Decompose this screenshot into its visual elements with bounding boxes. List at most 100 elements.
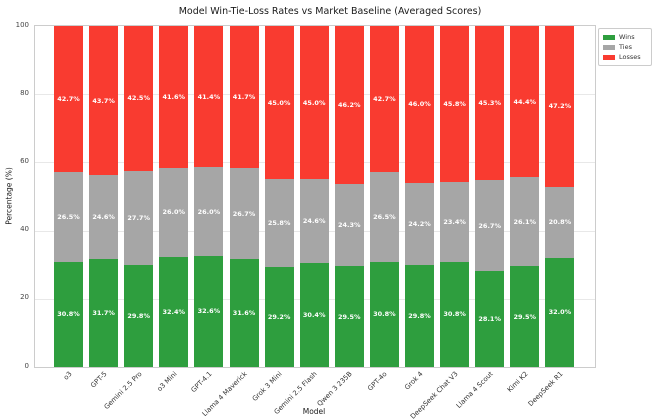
legend-swatch-icon xyxy=(603,54,615,60)
bar-label: 26.5% xyxy=(57,212,80,221)
y-tick-label: 40 xyxy=(20,225,29,234)
bar-segment-wins: 30.8% xyxy=(54,261,83,367)
bar-segment-wins: 32.4% xyxy=(159,256,189,367)
bar-label: 26.7% xyxy=(478,221,501,230)
bar-segment-ties: 24.6% xyxy=(89,175,119,259)
x-axis-title: Model xyxy=(302,407,326,416)
bar-label: 29.8% xyxy=(127,312,150,321)
bar-segment-ties: 24.6% xyxy=(299,179,329,264)
bar-label: 45.8% xyxy=(443,100,466,109)
bar-segment-wins: 30.8% xyxy=(369,261,399,367)
bar-segment-losses: 45.0% xyxy=(264,26,294,180)
bar-segment-losses: 41.6% xyxy=(159,26,189,168)
bar-label: 26.0% xyxy=(162,208,186,217)
bar-label: 30.8% xyxy=(443,310,466,319)
bar-segment-wins: 32.0% xyxy=(545,257,575,367)
bar-segment-losses: 46.2% xyxy=(334,26,364,184)
bar-label: 26.7% xyxy=(232,209,256,218)
bar-segment-ties: 26.7% xyxy=(229,168,259,260)
bar-segment-losses: 47.2% xyxy=(545,26,575,187)
bar-segment-losses: 41.7% xyxy=(229,26,259,169)
y-axis-title: Percentage (%) xyxy=(4,167,14,225)
legend-label: Wins xyxy=(619,33,635,41)
bar-segment-wins: 28.1% xyxy=(475,271,505,367)
bar-segment-losses: 42.7% xyxy=(369,26,399,172)
bar-segment-ties: 26.1% xyxy=(510,177,540,267)
bar-label: 43.7% xyxy=(92,96,115,105)
legend-swatch-icon xyxy=(603,34,615,40)
bar-label: 31.7% xyxy=(92,308,115,317)
bar-segment-losses: 45.0% xyxy=(299,26,329,180)
bar-label: 45.0% xyxy=(302,98,326,107)
bar-label: 26.5% xyxy=(373,212,396,221)
bar-segment-wins: 29.5% xyxy=(510,266,540,367)
bar-label: 27.7% xyxy=(127,214,150,223)
bar-label: 29.5% xyxy=(338,312,361,321)
bar-label: 44.4% xyxy=(513,97,537,106)
bar-label: 23.4% xyxy=(443,218,466,227)
bar-label: 32.4% xyxy=(162,307,186,316)
bar-label: 24.6% xyxy=(302,217,326,226)
legend-item: Ties xyxy=(603,42,647,52)
legend-label: Losses xyxy=(619,53,641,61)
bar-label: 47.2% xyxy=(548,102,572,111)
legend-item: Wins xyxy=(603,32,647,42)
bar-label: 29.8% xyxy=(408,312,431,321)
bar-label: 30.4% xyxy=(302,311,326,320)
chart-title: Model Win-Tie-Loss Rates vs Market Basel… xyxy=(178,6,482,17)
bar-label: 20.8% xyxy=(548,218,572,227)
bar-segment-wins: 29.8% xyxy=(405,265,434,367)
bar-label: 41.6% xyxy=(162,92,186,101)
bar-segment-wins: 29.2% xyxy=(264,267,294,367)
bar-segment-ties: 27.7% xyxy=(124,170,154,266)
bar-segment-losses: 45.8% xyxy=(440,26,470,183)
bar-segment-ties: 26.5% xyxy=(54,171,83,262)
bar-label: 45.0% xyxy=(267,98,291,107)
bar-label: 45.3% xyxy=(478,98,501,107)
bar-label: 41.7% xyxy=(232,93,256,102)
bar-segment-ties: 24.3% xyxy=(334,183,364,267)
bar-label: 26.0% xyxy=(197,207,221,216)
y-tick-label: 20 xyxy=(20,293,29,302)
bar-label: 24.2% xyxy=(408,220,431,229)
bar-label: 24.3% xyxy=(338,220,361,229)
legend-label: Ties xyxy=(619,43,632,51)
bar-segment-ties: 26.0% xyxy=(194,167,224,256)
bar-segment-wins: 30.4% xyxy=(299,263,329,367)
bar-segment-losses: 41.4% xyxy=(194,26,224,168)
bar-segment-ties: 26.7% xyxy=(475,180,505,272)
bar-segment-wins: 30.8% xyxy=(440,261,470,367)
bar-segment-losses: 43.7% xyxy=(89,26,119,176)
bar-label: 26.1% xyxy=(513,217,537,226)
bar-label: 32.0% xyxy=(548,308,572,317)
bar-label: 42.7% xyxy=(373,94,396,103)
bar-segment-wins: 31.6% xyxy=(229,259,259,367)
plot-area: 30.8% 26.5% 42.7% 31.7% 24.6% 43.7% 29.8% 27.7%… xyxy=(34,25,596,368)
bar-segment-losses: 42.7% xyxy=(54,26,83,172)
bar-segment-ties: 23.4% xyxy=(440,182,470,262)
bar-label: 29.2% xyxy=(267,313,291,322)
bar-label: 25.8% xyxy=(267,219,291,228)
bar-label: 46.0% xyxy=(408,100,431,109)
bar-segment-losses: 45.3% xyxy=(475,25,505,181)
bar-segment-wins: 29.8% xyxy=(124,265,154,367)
bar-segment-ties: 20.8% xyxy=(545,186,575,258)
bar-segment-losses: 46.0% xyxy=(405,26,434,183)
legend-swatch-icon xyxy=(603,44,615,50)
bar-segment-ties: 24.2% xyxy=(405,182,434,266)
y-tick-label: 80 xyxy=(20,88,29,97)
bar-segment-ties: 26.0% xyxy=(159,167,189,257)
bar-label: 42.7% xyxy=(57,94,80,103)
bar-label: 24.6% xyxy=(92,212,115,221)
bar-segment-losses: 44.4% xyxy=(510,26,540,178)
bar-segment-wins: 32.6% xyxy=(194,255,224,367)
bar-label: 28.1% xyxy=(478,315,501,324)
bar-segment-ties: 25.8% xyxy=(264,179,294,268)
bar-label: 32.6% xyxy=(197,307,221,316)
y-tick-label: 100 xyxy=(15,20,29,29)
y-tick-label: 0 xyxy=(24,361,29,370)
bar-label: 46.2% xyxy=(338,100,361,109)
bar-label: 42.5% xyxy=(127,94,150,103)
bar-label: 31.6% xyxy=(232,309,256,318)
